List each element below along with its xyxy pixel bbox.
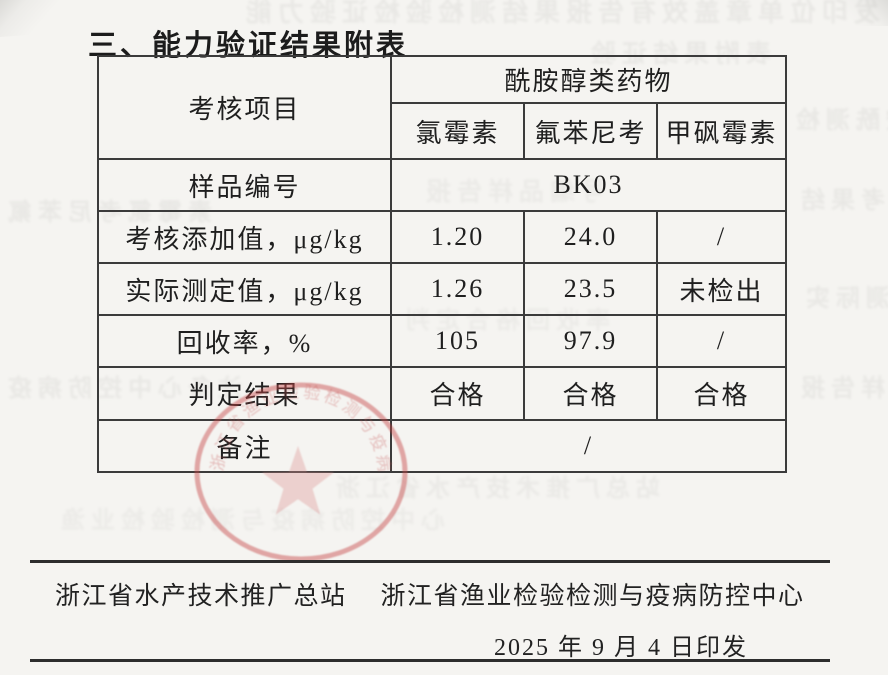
column-header-florfenicol: 氟苯尼考 bbox=[523, 102, 658, 160]
results-table: 考核项目 酰胺醇类药物 氯霉素 氟苯尼考 甲砜霉素 样品编号 BK03 考核添加… bbox=[97, 55, 787, 473]
bleedthrough-text: 站总广推术技产水省江浙 bbox=[330, 474, 660, 502]
cell-value: 合格 bbox=[523, 366, 658, 421]
cell-value: 1.20 bbox=[390, 210, 525, 264]
table-row-group-header: 考核项目 酰胺醇类药物 bbox=[97, 55, 787, 160]
remarks-value: / bbox=[390, 419, 787, 473]
footer-issue-date: 2025 年 9 月 4 日印发 bbox=[494, 635, 748, 661]
drug-class-header-cell: 酰胺醇类药物 bbox=[390, 55, 787, 104]
footer-rule-top bbox=[30, 560, 830, 563]
row-label: 考核添加值，μg/kg bbox=[97, 210, 392, 264]
cell-value: 23.5 bbox=[523, 262, 658, 316]
row-label: 回收率，% bbox=[97, 314, 392, 368]
table-row-measured-value: 实际测定值，μg/kg 1.26 23.5 未检出 bbox=[97, 262, 787, 316]
bleedthrough-text: 物药类醇胺酰测检 bbox=[790, 106, 888, 134]
cell-value: 合格 bbox=[390, 366, 525, 421]
scan-corner-smudge bbox=[828, 0, 888, 26]
bleedthrough-text: 号编品样告报 bbox=[795, 374, 888, 402]
cell-value: 未检出 bbox=[656, 262, 787, 316]
table-row-drug-names: 氯霉素 氟苯尼考 甲砜霉素 bbox=[98, 102, 787, 160]
table-row-sample-id: 样品编号 BK03 bbox=[97, 158, 787, 212]
cell-value: 97.9 bbox=[523, 314, 658, 368]
cell-value: / bbox=[656, 314, 787, 368]
footer-org-2: 浙江省渔业检验检测与疫病防控中心 bbox=[380, 583, 805, 610]
row-label: 样品编号 bbox=[97, 158, 392, 212]
cell-value: 24.0 bbox=[523, 210, 658, 264]
row-label: 备注 bbox=[97, 419, 392, 473]
bleedthrough-text: 值加添核考果结 bbox=[795, 186, 888, 214]
table-row-recovery: 回收率，% 105 97.9 / bbox=[97, 314, 787, 368]
row-label: 实际测定值，μg/kg bbox=[97, 262, 392, 316]
footer-org-1: 浙江省水产技术推广总站 bbox=[55, 583, 347, 610]
table-row-judgement: 判定结果 合格 合格 合格 bbox=[97, 366, 787, 421]
table-row-spiked-value: 考核添加值，μg/kg 1.20 24.0 / bbox=[97, 210, 787, 264]
cell-value: 105 bbox=[390, 314, 525, 368]
footer-organizations: 浙江省水产技术推广总站 浙江省渔业检验检测与疫病防控中心 bbox=[55, 576, 835, 612]
footer-rule-bottom bbox=[30, 659, 830, 662]
cell-value: 1.26 bbox=[390, 262, 525, 316]
column-header-thiamphenicol: 甲砜霉素 bbox=[656, 102, 787, 160]
cell-value: 合格 bbox=[656, 366, 787, 421]
table-row-remarks: 备注 / bbox=[97, 419, 787, 473]
scan-corner-smudge bbox=[0, 0, 74, 39]
corner-header-cell: 考核项目 bbox=[97, 55, 392, 160]
sample-id-value: BK03 bbox=[390, 158, 787, 212]
cell-value: / bbox=[656, 210, 787, 264]
bleedthrough-text: 心中控防病疫与测检验检业渔 bbox=[55, 506, 445, 534]
row-label: 判定结果 bbox=[97, 366, 392, 421]
bleedthrough-text: 出检未定测际实 bbox=[800, 284, 888, 312]
column-header-chloramphenicol: 氯霉素 bbox=[390, 102, 525, 160]
